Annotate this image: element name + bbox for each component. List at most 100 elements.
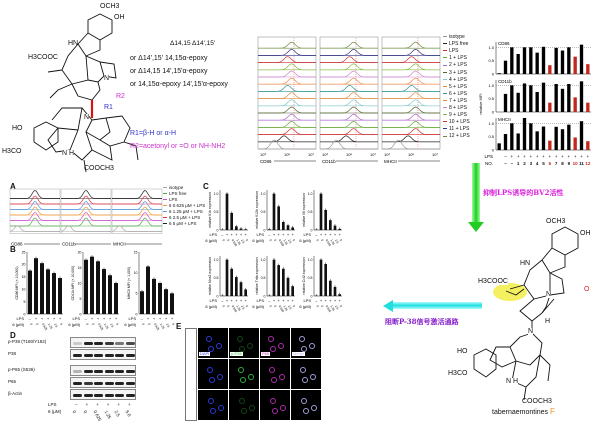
lps-value: + — [240, 232, 243, 237]
dose-value: 0 — [226, 305, 230, 309]
bar-CD11b-4 — [522, 83, 527, 112]
dose-value: 2.5 — [53, 323, 59, 329]
bar-MHCII-4 — [522, 118, 527, 150]
lps-value: + — [574, 154, 577, 159]
y-axis-label: relative Il6 expression — [302, 193, 306, 227]
histogram-12-LPS — [258, 41, 316, 49]
r-ketone-o-label: O — [584, 286, 590, 293]
dose-value: 2.5 — [240, 305, 246, 311]
cell-nucleus — [270, 398, 276, 404]
dose-value: 5 — [245, 239, 249, 243]
axis-tick: 10⁵ — [284, 152, 290, 157]
histogram-2-LPS — [382, 113, 440, 121]
bar-4 — [239, 228, 243, 230]
y-tick: 0.5 — [488, 58, 494, 63]
r2-definition: R2=acetonyl or =O or NH-NH2 — [130, 143, 226, 150]
bar-MHCII-2 — [510, 123, 514, 150]
dose-value: 2.5 — [165, 323, 171, 329]
legend-text: 8 + LPS — [449, 105, 467, 111]
variant-2: or Δ14',15' 14,15α-epoxy — [130, 55, 208, 62]
right-structure-bonds — [473, 226, 579, 401]
variant-1: Δ14,15 Δ14',15' — [170, 40, 216, 47]
compound-number: – — [504, 161, 507, 166]
bar-3 — [235, 277, 238, 296]
histogram-3 — [10, 206, 60, 216]
ester-bottom-label: COOCH3 — [84, 165, 114, 172]
bar-4 — [333, 225, 337, 230]
axis-tick: 10⁵ — [408, 152, 414, 157]
bar-MHCII-6 — [535, 131, 539, 150]
dose-value: 0 — [221, 305, 225, 309]
bar-3 — [235, 226, 238, 230]
histogram-5 — [10, 195, 60, 205]
legend-text: 5 + LPS — [449, 83, 467, 90]
dose-row-label: 6 (μM) — [205, 238, 217, 243]
bar-CD86-10 — [560, 50, 565, 74]
lps-value: + — [517, 154, 520, 159]
dose-value: 0.625 — [231, 305, 238, 314]
bar-4 — [286, 225, 290, 230]
cell-nucleus — [240, 377, 246, 383]
legend-swatch — [163, 217, 167, 219]
flow-legend-item: LPS — [443, 49, 458, 54]
arrow-down-shaft — [472, 163, 480, 223]
lps-value: + — [230, 232, 233, 237]
dose-value: 0.625 — [41, 323, 48, 332]
legend-text: 12 + LPS — [449, 133, 470, 140]
y-tick: 1.0 — [261, 192, 266, 196]
cell-nucleus — [208, 346, 214, 352]
bar-MHCII-13 — [579, 121, 584, 150]
histogram-LPS-free — [258, 135, 316, 143]
protein-band — [83, 354, 93, 357]
histogram-LPS — [382, 128, 440, 135]
bar-3 — [282, 268, 285, 296]
cell-nucleus — [241, 408, 247, 414]
cell-nucleus — [209, 377, 215, 383]
y-tick: 0 — [492, 148, 495, 153]
legend-swatch — [163, 223, 167, 225]
histogram-isotype — [258, 139, 316, 150]
legend-text: 6 5 μM + LPS — [169, 221, 197, 226]
histogram-8-LPS — [258, 70, 316, 78]
lps-row-label: LPS — [128, 316, 136, 321]
bar-3 — [282, 222, 285, 230]
histogram-10-LPS — [320, 56, 378, 63]
histogram-3-LPS — [320, 106, 378, 114]
compound-number: 2 — [523, 161, 526, 166]
dose-value: 1.25 — [282, 239, 289, 246]
lps-row-value: – — [75, 402, 78, 407]
legend-swatch — [443, 36, 447, 38]
arrow-left-shaft — [392, 302, 482, 309]
histogram-6-LPS — [382, 85, 440, 92]
histogram-11-LPS — [258, 49, 316, 56]
panel-a-legend-item: LPS — [163, 197, 178, 203]
flow-frame — [9, 188, 61, 234]
legend-text: 9 + LPS — [449, 112, 467, 119]
band-label: β-Actin — [8, 391, 23, 396]
dose-row-value: 0.625 — [92, 409, 103, 422]
dose-row-label: 6 (μM) — [12, 322, 24, 327]
lps-value: + — [320, 298, 323, 303]
r-ester-bottom-label: COOCH3 — [522, 398, 552, 405]
bar-CD86-0 — [497, 73, 501, 74]
protein-band — [83, 370, 93, 373]
legend-text: 6 0.625 μM + LPS — [169, 203, 206, 208]
h3co-label: H3CO — [2, 148, 22, 155]
bar-1 — [272, 259, 276, 296]
ester-top-label: H3COOC — [28, 54, 58, 61]
lps-row-label: LPS — [209, 298, 217, 303]
r-och3-label: OCH3 — [546, 218, 566, 225]
histogram-3 — [61, 206, 111, 216]
r-n-top-label: N — [546, 291, 552, 298]
panel-a-legend-item: 6 5 μM + LPS — [163, 221, 197, 227]
lps-value: + — [91, 316, 94, 321]
histogram-2-LPS — [258, 113, 316, 121]
y-tick: 0 — [492, 72, 495, 77]
legend-swatch — [443, 100, 447, 102]
bar-5 — [244, 289, 247, 296]
protein-band — [126, 382, 135, 385]
micrograph-p65 — [260, 359, 290, 389]
r2-label: R2 — [116, 93, 125, 100]
lps-value: – — [141, 316, 144, 321]
